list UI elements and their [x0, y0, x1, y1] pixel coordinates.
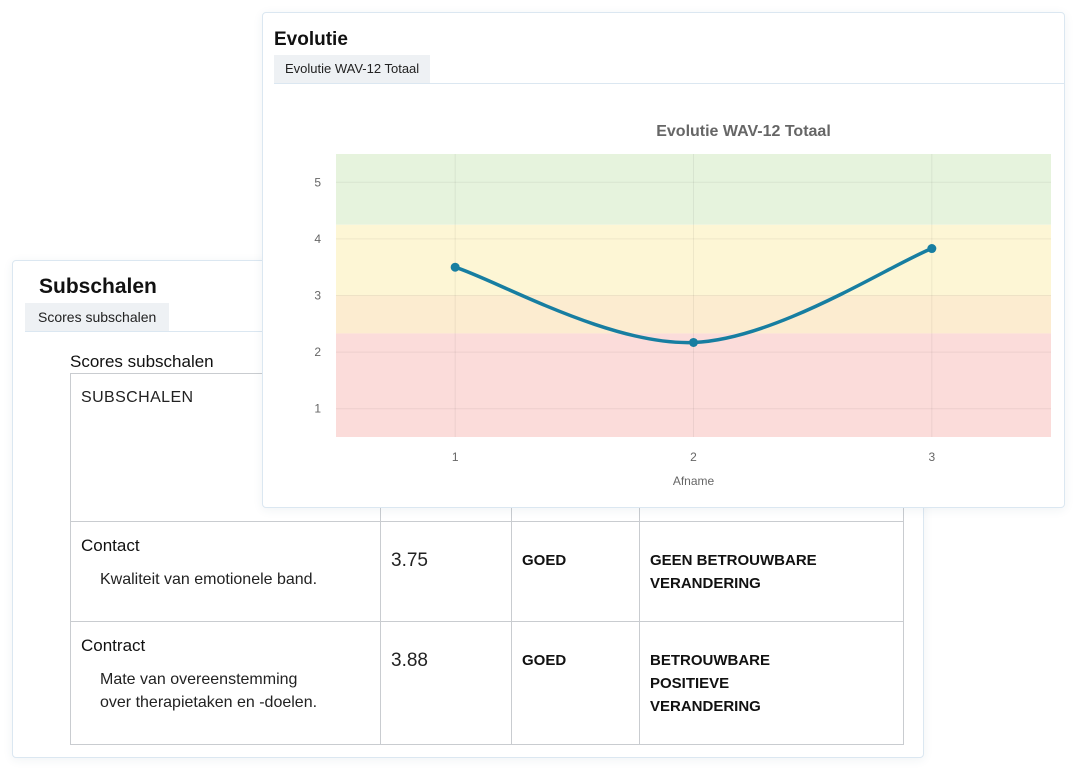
table-caption: Scores subschalen: [70, 352, 214, 371]
tab-evolutie-wav12[interactable]: Evolutie WAV-12 Totaal: [274, 55, 431, 83]
change-line: VERANDERING: [650, 698, 761, 715]
chart-x-tick-label: 1: [452, 450, 459, 464]
subscale-description: Mate van overeenstemming over therapieta…: [100, 668, 370, 714]
subscale-name: Contract: [81, 636, 146, 655]
subscale-change: GEEN BETROUWBARE VERANDERING: [650, 549, 893, 595]
change-line: VERANDERING: [650, 575, 761, 592]
chart-data-point: [450, 262, 460, 272]
chart-x-tick-label: 3: [928, 450, 935, 464]
chart-title: Evolutie WAV-12 Totaal: [656, 123, 831, 140]
subschalen-title: Subschalen: [39, 275, 157, 298]
subscale-change: BETROUWBARE POSITIEVE VERANDERING: [650, 649, 893, 718]
table-row: Contact Kwaliteit van emotionele band. 3…: [70, 521, 904, 622]
rating-cell: GOED: [511, 521, 640, 622]
evolutie-tabbar: Evolutie WAV-12 Totaal: [274, 55, 1064, 84]
chart-band: [336, 295, 1051, 334]
change-line: GEEN BETROUWBARE: [650, 552, 817, 569]
chart-y-tick-label: 3: [314, 289, 321, 303]
chart-band: [336, 224, 1051, 296]
subscale-rating: GOED: [522, 552, 567, 569]
chart-x-axis-label: Afname: [673, 474, 715, 488]
chart-band: [336, 154, 1051, 225]
subscale-name: Contact: [81, 536, 140, 555]
description-line: Mate van overeenstemming: [100, 671, 298, 688]
chart-band: [336, 333, 1051, 437]
chart-data-point: [689, 337, 698, 347]
chart-y-tick-label: 5: [314, 175, 321, 189]
subscale-score: 3.75: [391, 550, 428, 571]
score-cell: 3.88: [380, 621, 512, 745]
chart-data-point: [927, 244, 937, 254]
subscale-score: 3.88: [391, 650, 428, 671]
evolutie-chart: 1 2 3 4 5 1 2 3 Evolutie WAV-12 Totaal Afname: [314, 123, 1051, 488]
change-cell: BETROUWBARE POSITIEVE VERANDERING: [639, 621, 904, 745]
chart-y-tick-label: 4: [314, 232, 321, 246]
subscale-rating: GOED: [522, 652, 567, 669]
table-row: Contract Mate van overeenstemming over t…: [70, 621, 904, 745]
chart-y-tick-label: 1: [314, 402, 321, 416]
tab-scores-subschalen[interactable]: Scores subschalen: [25, 303, 170, 331]
change-cell: GEEN BETROUWBARE VERANDERING: [639, 521, 904, 622]
subscale-description: Kwaliteit van emotionele band.: [100, 571, 318, 588]
change-line: POSITIEVE: [650, 675, 730, 692]
rating-cell: GOED: [511, 621, 640, 745]
subschalen-header: SUBSCHALEN: [81, 389, 194, 406]
description-line: over therapietaken en -doelen.: [100, 694, 318, 711]
chart-x-tick-label: 2: [690, 450, 697, 464]
change-line: BETROUWBARE: [650, 652, 770, 669]
evolutie-title: Evolutie: [274, 29, 348, 50]
subscale-cell: Contract Mate van overeenstemming over t…: [70, 621, 381, 745]
subscale-cell: Contact Kwaliteit van emotionele band.: [70, 521, 381, 622]
chart-y-tick-label: 2: [314, 345, 321, 359]
evolutie-card: Evolutie Evolutie WAV-12 Totaal 1 2 3 4 5 1 2 3…: [262, 12, 1065, 508]
score-cell: 3.75: [380, 521, 512, 622]
